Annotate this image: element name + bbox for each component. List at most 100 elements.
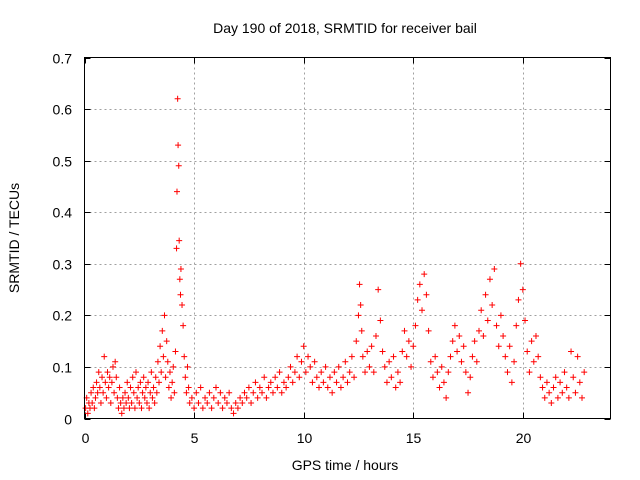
data-point — [140, 374, 147, 381]
data-point — [493, 322, 500, 329]
data-point — [552, 374, 559, 381]
x-tick-labels: 0 5 10 15 20 — [82, 430, 532, 446]
data-point — [508, 379, 515, 386]
data-point — [421, 271, 428, 278]
data-point — [451, 322, 458, 329]
data-point — [210, 394, 217, 401]
data-point — [289, 379, 296, 386]
data-point — [285, 374, 292, 381]
data-point — [305, 353, 312, 360]
data-point — [100, 389, 107, 396]
data-point — [482, 291, 489, 298]
y-tick-label: 0.1 — [53, 360, 73, 376]
data-point — [193, 389, 200, 396]
data-point — [414, 296, 421, 303]
data-point — [126, 405, 133, 412]
data-point — [208, 405, 215, 412]
data-point — [157, 343, 164, 350]
data-point — [179, 302, 186, 309]
data-point — [88, 389, 95, 396]
data-point — [465, 389, 472, 396]
data-point — [358, 327, 365, 334]
data-point — [174, 95, 181, 102]
data-point — [425, 327, 432, 334]
data-point — [130, 389, 137, 396]
data-point — [471, 338, 478, 345]
data-point — [109, 363, 116, 370]
data-point — [489, 302, 496, 309]
data-point — [362, 369, 369, 376]
data-point — [357, 302, 364, 309]
data-point — [145, 379, 152, 386]
data-point — [419, 307, 426, 314]
grid — [84, 57, 611, 419]
data-point — [386, 358, 393, 365]
x-tick-label: 10 — [297, 430, 313, 446]
data-point — [298, 358, 305, 365]
data-point — [443, 394, 450, 401]
data-point — [331, 369, 338, 376]
data-point — [467, 374, 474, 381]
data-point — [460, 343, 467, 350]
data-point — [307, 363, 314, 370]
data-point — [241, 389, 248, 396]
data-point — [105, 384, 112, 391]
data-point — [423, 291, 430, 298]
data-point — [355, 312, 362, 319]
y-tick-labels: 0 0.1 0.2 0.3 0.4 0.5 0.6 0.7 — [53, 51, 73, 428]
data-point — [322, 363, 329, 370]
data-point — [250, 389, 257, 396]
data-point — [568, 348, 575, 355]
data-point — [410, 343, 417, 350]
data-point — [96, 384, 103, 391]
x-axis-label: GPS time / hours — [292, 457, 399, 473]
data-point — [204, 400, 211, 407]
data-point — [138, 405, 145, 412]
data-point — [107, 400, 114, 407]
data-point — [427, 358, 434, 365]
data-point — [572, 389, 579, 396]
data-point — [113, 374, 120, 381]
data-point — [89, 400, 96, 407]
data-point — [101, 353, 108, 360]
y-tick-label: 0.3 — [53, 257, 73, 273]
y-tick-label: 0.5 — [53, 154, 73, 170]
data-point — [522, 317, 529, 324]
x-tick-label: 5 — [191, 430, 199, 446]
data-point — [565, 394, 572, 401]
data-point — [136, 400, 143, 407]
data-point — [274, 384, 281, 391]
y-tick-label: 0.4 — [53, 205, 73, 221]
data-point — [103, 394, 110, 401]
data-point — [137, 379, 144, 386]
data-point — [171, 389, 178, 396]
data-point — [408, 363, 415, 370]
data-point — [502, 353, 509, 360]
data-point — [148, 369, 155, 376]
data-point — [381, 363, 388, 370]
data-point — [543, 379, 550, 386]
data-point — [511, 358, 518, 365]
data-point — [458, 358, 465, 365]
data-point — [462, 369, 469, 376]
x-tick-label: 15 — [406, 430, 422, 446]
data-point — [267, 379, 274, 386]
data-point — [272, 374, 279, 381]
data-point — [118, 410, 125, 417]
data-point — [125, 394, 132, 401]
data-point — [124, 379, 131, 386]
data-point — [202, 394, 209, 401]
data-point — [388, 374, 395, 381]
data-point — [375, 286, 382, 293]
data-point — [526, 369, 533, 376]
data-point — [504, 369, 511, 376]
data-point — [324, 384, 331, 391]
data-point — [191, 405, 198, 412]
y-tick-label: 0.6 — [53, 102, 73, 118]
data-point — [102, 379, 109, 386]
data-point — [146, 405, 153, 412]
data-point — [478, 307, 485, 314]
data-point — [495, 343, 502, 350]
data-point — [348, 353, 355, 360]
data-point — [183, 389, 190, 396]
